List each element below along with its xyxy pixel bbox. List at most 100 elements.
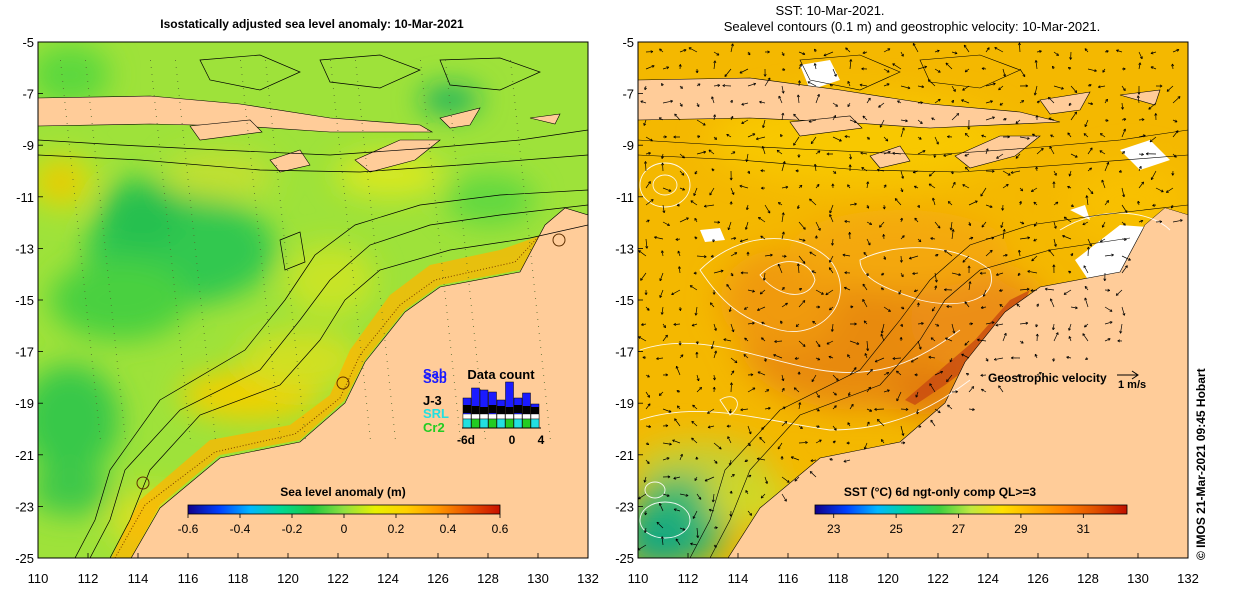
velocity-key-arrowhead	[1131, 370, 1139, 380]
sst-y-tick-label: -17	[615, 345, 634, 360]
data-count-bar-segment	[479, 413, 489, 420]
sla-y-tick-label: -13	[15, 241, 34, 256]
sst-x-tick-label: 124	[977, 571, 999, 586]
data-count-tick-label: -6d	[457, 433, 475, 447]
sst-y-tick-label: -21	[615, 448, 634, 463]
sla-colorbar-label: Sea level anomaly (m)	[280, 485, 405, 499]
velocity-key-scale: 1 m/s	[1118, 379, 1146, 391]
sla-y-tick-label: -23	[15, 499, 34, 514]
sla-y-tick-label: -5	[22, 35, 34, 50]
sst-x-tick-label: 126	[1027, 571, 1049, 586]
sla-x-tick-label: 124	[377, 571, 399, 586]
sla-x-tick-label: 130	[527, 571, 549, 586]
sst-geostrophic-velocity-arrows	[638, 42, 1183, 551]
sst-bathymetry-contours	[638, 54, 1188, 558]
data-count-bar-segment	[471, 413, 480, 420]
data-count-legend-item: Cr2	[423, 420, 445, 435]
data-count-bar-segment	[488, 405, 497, 413]
sst-y-tick-label: -9	[622, 138, 634, 153]
sla-colorbar-tick-label: -0.2	[282, 522, 303, 536]
sla-map-title: Isostatically adjusted sea level anomaly…	[160, 17, 464, 31]
sla-shelf-dotted-line	[114, 234, 541, 558]
sst-y-tick-label: -25	[615, 551, 634, 566]
data-count-bar-segment	[505, 418, 514, 429]
sst-map-axes: 110 112 114 116 118 120 122 124 126 128 130 132 -5 -7…	[615, 35, 1199, 586]
sla-altimeter-tracks	[60, 60, 551, 439]
sst-y-tick-label: -5	[622, 35, 634, 50]
sst-colorbar-ticks: 23 25 27 29 31	[827, 514, 1090, 536]
sla-colorbar-tick-label: 0.4	[440, 522, 457, 536]
sst-y-tick-label: -11	[616, 190, 634, 205]
sst-x-tick-label: 118	[828, 571, 849, 586]
sst-y-tick-label: -7	[622, 87, 634, 102]
sla-y-tick-label: -11	[16, 190, 34, 205]
sla-x-tick-label: 118	[228, 571, 249, 586]
sst-map-title-line2: Sealevel contours (0.1 m) and geostrophi…	[724, 19, 1100, 34]
sla-x-tick-label: 128	[477, 571, 499, 586]
data-count-bar-segment	[522, 413, 531, 420]
data-count-bars	[462, 381, 541, 429]
sst-land	[638, 77, 1188, 558]
sla-colorbar-tick-label: 0	[341, 522, 348, 536]
data-count-bar-segment	[505, 413, 514, 420]
sst-y-tick-label: -13	[615, 241, 634, 256]
sla-shelf-warm-band	[111, 220, 588, 558]
sst-x-tick-label: 130	[1127, 571, 1149, 586]
data-count-bar-segment	[488, 418, 497, 429]
data-count-bar-segment	[462, 413, 472, 420]
sst-x-tick-label: 122	[927, 571, 949, 586]
sla-y-tick-label: -9	[22, 138, 34, 153]
data-count-bar-segment	[522, 406, 531, 414]
sla-land	[38, 95, 588, 558]
data-count-bar-segment	[514, 405, 522, 413]
sla-x-tick-label: 126	[427, 571, 449, 586]
sst-x-tick-label: 114	[728, 571, 749, 586]
sla-x-tick-label: 112	[78, 571, 99, 586]
sst-x-tick-label: 110	[628, 571, 649, 586]
sst-map-title-line1: SST: 10-Mar-2021.	[775, 3, 884, 18]
sla-station-marker	[336, 376, 350, 390]
sst-colorbar	[814, 504, 1128, 515]
data-count-bar-segment	[462, 418, 472, 429]
data-count-tick-label: 4	[538, 433, 545, 447]
sla-station-marker	[136, 476, 150, 490]
data-count-bar-segment	[479, 418, 489, 429]
sst-colorbar-tick-label: 29	[1014, 522, 1028, 536]
sla-x-tick-label: 122	[327, 571, 349, 586]
sst-x-tick-label: 120	[877, 571, 899, 586]
sst-y-tick-label: -15	[615, 293, 634, 308]
sst-sea-level-contours	[639, 162, 1171, 539]
sst-land-east	[1125, 208, 1188, 558]
sla-colorbar-tick-label: -0.6	[178, 522, 199, 536]
data-count-bar-segment	[531, 407, 539, 415]
sst-colorbar-label: SST (°C) 6d ngt-only comp QL>=3	[844, 485, 1036, 499]
data-count-bar-segment	[513, 413, 523, 420]
data-count-bar-segment	[463, 405, 471, 413]
sst-y-tick-label: -23	[615, 499, 634, 514]
sla-y-tick-label: -21	[15, 448, 34, 463]
sst-x-tick-label: 128	[1077, 571, 1099, 586]
data-count-bar-segment	[522, 418, 531, 429]
sst-map-area	[638, 42, 1188, 558]
data-count-legend-item: Sab	[423, 366, 447, 381]
sst-x-tick-label: 132	[1177, 571, 1199, 586]
data-count-legend-item: SRL	[423, 406, 449, 421]
sla-map-area	[38, 42, 588, 558]
data-count-bar-segment	[496, 413, 506, 420]
data-count-bar-segment	[497, 406, 505, 414]
sst-colorbar-tick-label: 27	[952, 522, 966, 536]
data-count-bar-segment	[488, 413, 497, 420]
sla-bathymetry-contours	[38, 54, 588, 558]
data-count-bar-segment	[513, 418, 523, 429]
sla-map-panel: Isostatically adjusted sea level anomaly…	[37, 17, 589, 559]
velocity-key-label: Geostrophic velocity	[988, 371, 1107, 385]
data-count-legend-item: J-3	[423, 393, 442, 408]
sla-x-tick-label: 116	[178, 571, 199, 586]
data-count-bar-segment	[471, 406, 480, 414]
data-count-bar-segment	[471, 418, 480, 429]
data-count-ticks: -6d 0 4	[457, 433, 545, 447]
data-count-bar-segment	[480, 407, 488, 415]
